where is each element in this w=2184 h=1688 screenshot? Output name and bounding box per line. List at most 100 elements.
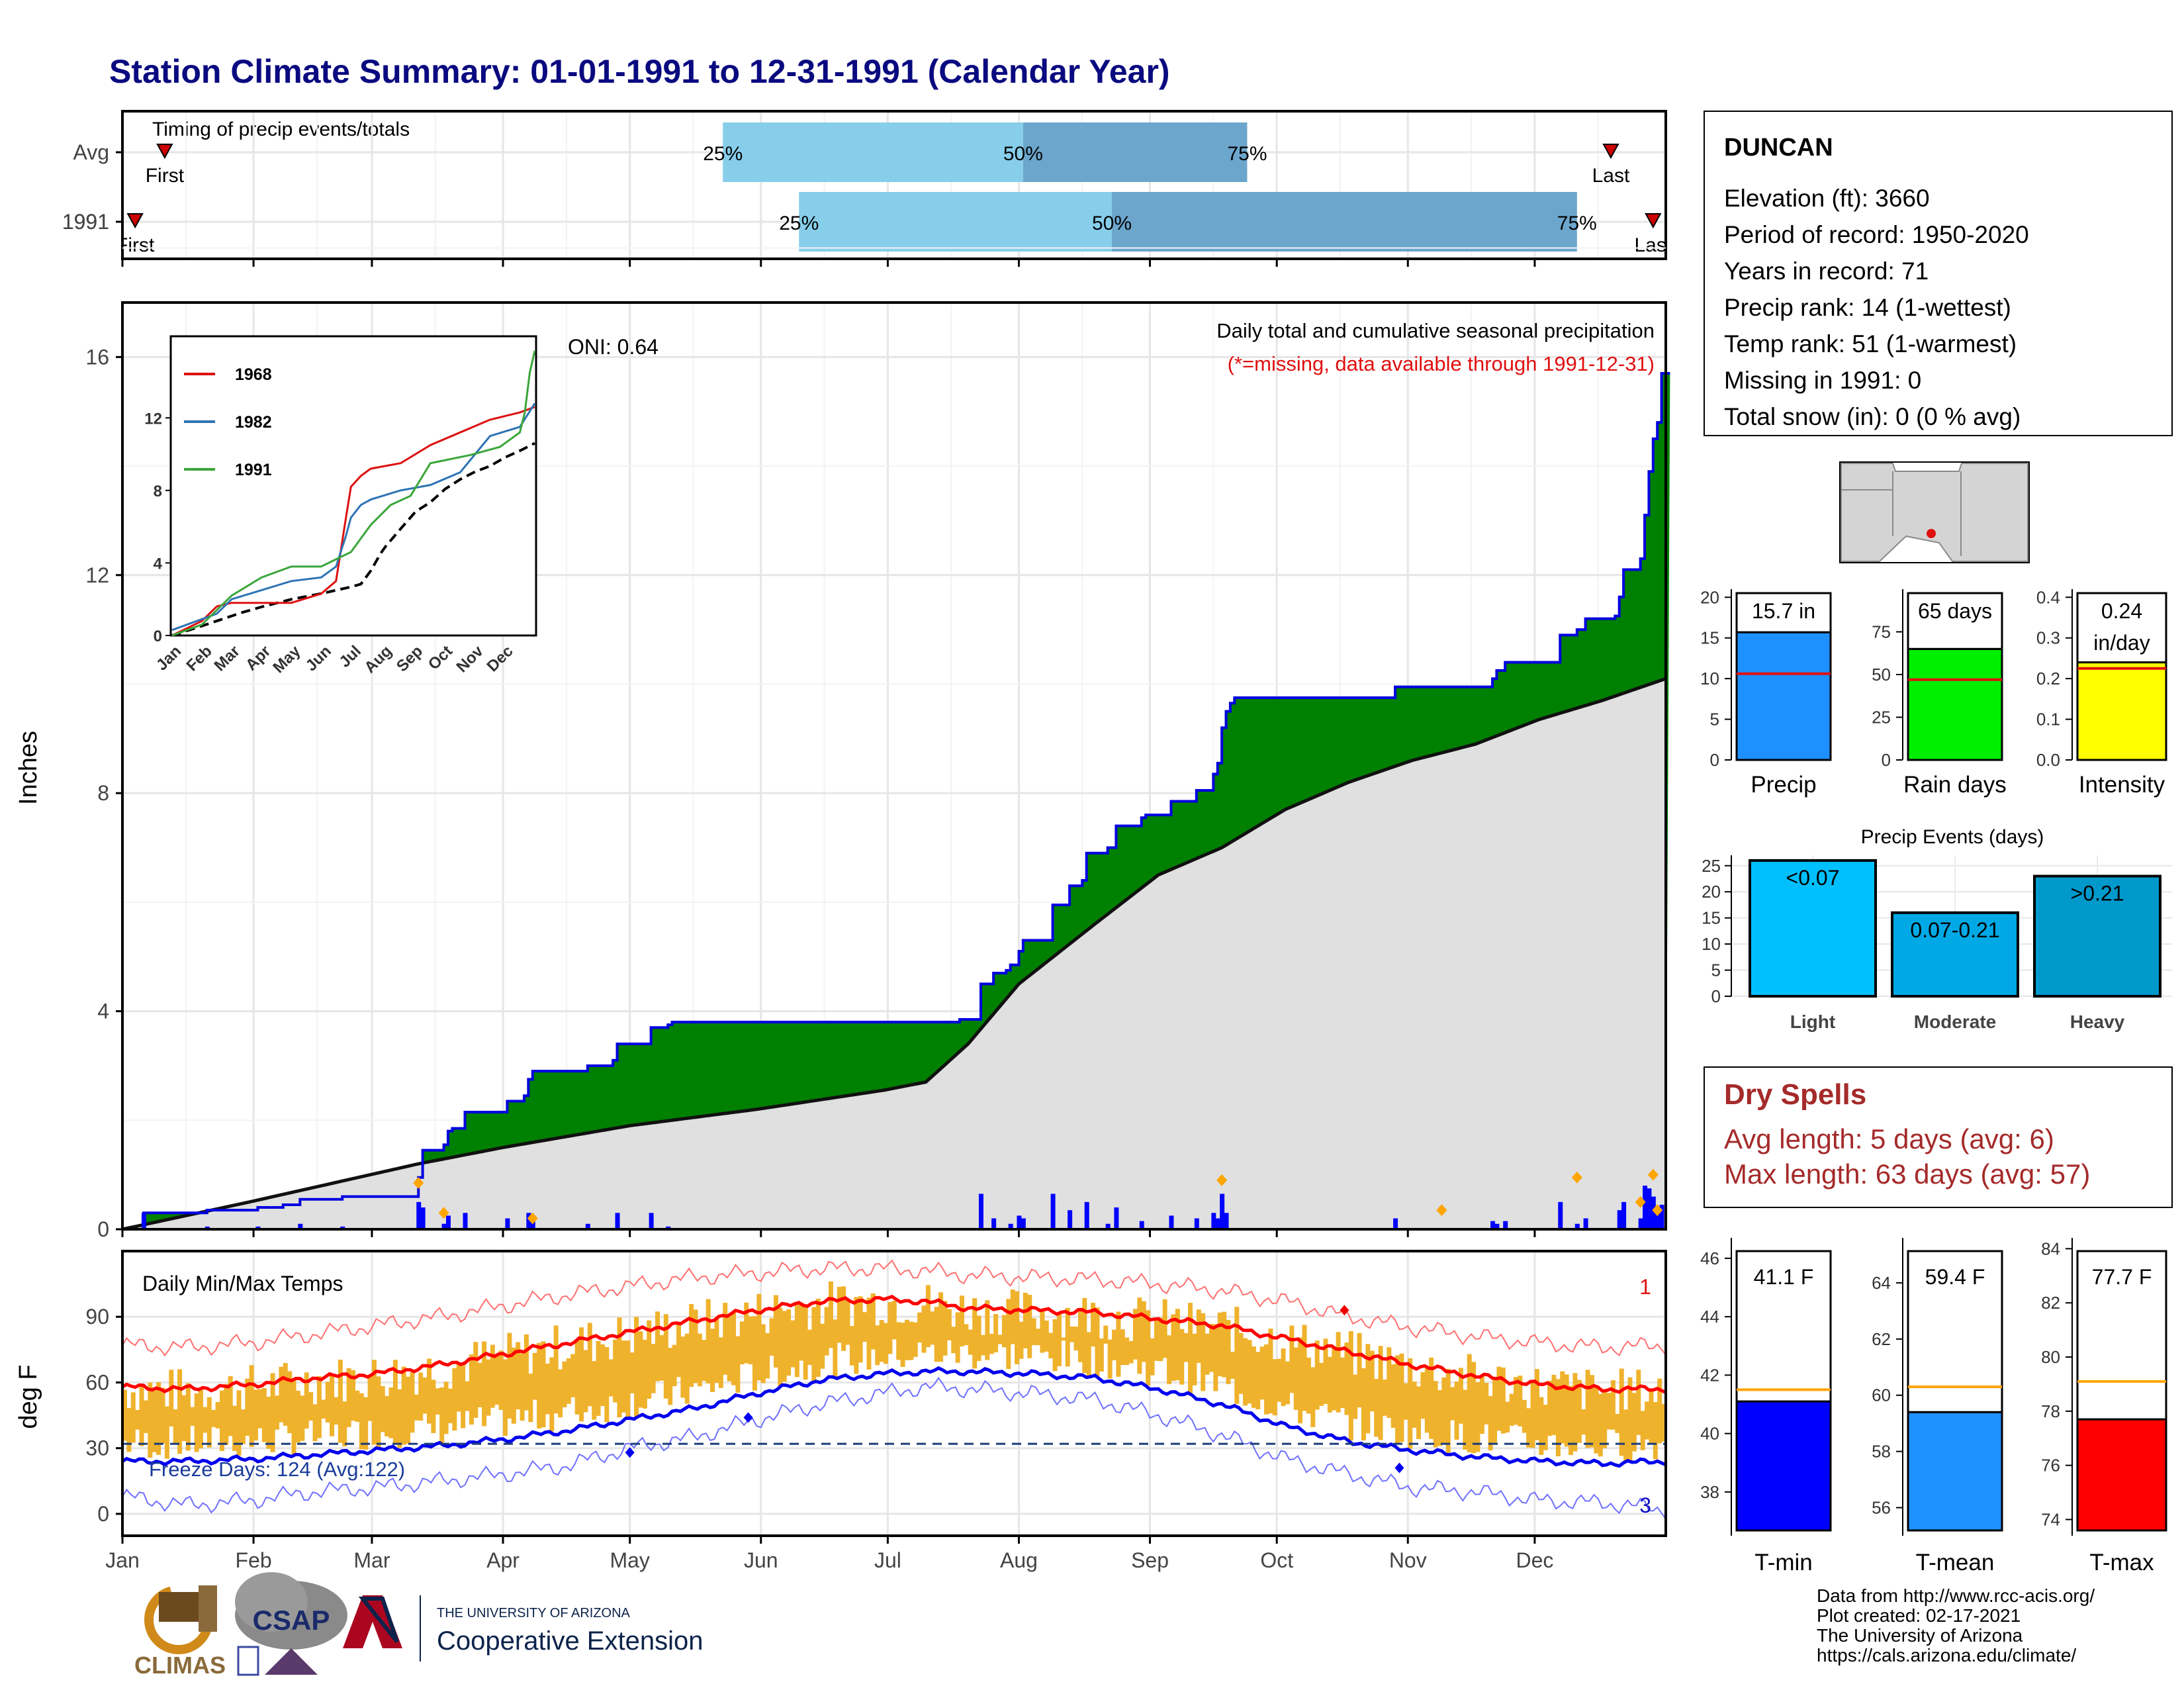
- events-bar: [2033, 874, 2161, 998]
- daily-precip-bar: [1393, 1218, 1398, 1229]
- climas-logo-bar: [199, 1585, 217, 1632]
- station-info-line: Years in record: 71: [1724, 258, 1929, 285]
- daily-temp-range-bar: [549, 1357, 555, 1432]
- station-frame: [1704, 111, 2173, 436]
- summary-bar-charts: 15.7 in 0 5 10 15 20 Precip 65 days 0 25 50 75 Rain …: [1700, 587, 2171, 798]
- daily-precip-bar: [1021, 1218, 1026, 1229]
- daily-temp-range-bar: [744, 1302, 749, 1364]
- daily-temp-range-bar: [718, 1337, 723, 1388]
- daily-temp-range-bar: [270, 1373, 275, 1452]
- ua-small-text: THE UNIVERSITY OF ARIZONA: [437, 1606, 631, 1620]
- daily-temp-range-bar: [452, 1368, 457, 1431]
- daily-precip-bar: [1169, 1215, 1174, 1229]
- daily-temp-range-bar: [769, 1318, 774, 1356]
- summary-ytick-label: 0.1: [2036, 710, 2060, 729]
- daily-temp-range-bar: [693, 1309, 698, 1383]
- daily-temp-range-bar: [376, 1376, 381, 1448]
- daily-precip-bar: [1224, 1213, 1229, 1229]
- average-cumulative-line: [122, 677, 1666, 1231]
- daily-temp-range-bar: [414, 1394, 419, 1421]
- daily-temp-range-bar: [1208, 1323, 1214, 1372]
- precip-event-diamond: [438, 1207, 449, 1219]
- daily-temp-range-bar: [1424, 1367, 1430, 1433]
- timing-p25-label: 25%: [779, 212, 819, 234]
- daily-temp-range-bar: [1234, 1307, 1240, 1404]
- events-category-label: Moderate: [1914, 1011, 1996, 1032]
- daily-temp-range-bar: [858, 1296, 863, 1363]
- daily-temp-range-bar: [642, 1339, 647, 1409]
- daily-temp-range-bar: [1353, 1374, 1358, 1419]
- daily-temp-range-bar: [1091, 1303, 1096, 1347]
- daily-temp-range-bar: [456, 1362, 461, 1412]
- daily-temp-range-bar: [1044, 1320, 1049, 1352]
- daily-temp-range-bar: [473, 1342, 478, 1418]
- daily-temp-range-bar: [849, 1326, 854, 1366]
- daily-temp-range-bar: [1116, 1311, 1121, 1377]
- daily-temp-range-bar: [477, 1362, 482, 1407]
- daily-precip-bar: [1621, 1201, 1627, 1229]
- daily-temp-range-bar: [909, 1321, 914, 1360]
- inset-legend-label: 1991: [235, 461, 272, 479]
- daily-temp-range-bar: [152, 1390, 157, 1452]
- timing-bar-50-75: [1023, 122, 1248, 182]
- daily-temp-range-bar: [304, 1372, 309, 1429]
- daily-precip-bar: [1655, 1213, 1661, 1229]
- precip-event-diamond: [1436, 1204, 1447, 1217]
- daily-temp-range-bar: [338, 1360, 343, 1443]
- daily-temp-range-bar: [523, 1334, 529, 1411]
- daily-precip-bar: [1651, 1196, 1656, 1229]
- daily-temp-range-bar: [1513, 1377, 1518, 1425]
- daily-temp-range-bar: [283, 1363, 288, 1426]
- daily-temp-range-bar: [1141, 1301, 1146, 1362]
- daily-temp-range-bar: [261, 1388, 267, 1442]
- daily-temp-range-bar: [1310, 1367, 1316, 1427]
- daily-temp-range-bar: [1526, 1408, 1531, 1448]
- daily-temp-range-bar: [1518, 1376, 1523, 1427]
- daily-temp-range-bar: [275, 1395, 279, 1430]
- daily-temp-range-bar: [199, 1388, 203, 1449]
- daily-temp-range-bar: [1150, 1338, 1155, 1376]
- daily-temp-range-bar: [917, 1312, 923, 1343]
- daily-temp-range-bar: [1357, 1333, 1362, 1408]
- daily-temp-range-bar: [532, 1352, 537, 1400]
- daily-temp-range-bar: [545, 1363, 550, 1415]
- daily-temp-range-bar: [443, 1382, 449, 1434]
- daily-temp-range-bar: [790, 1320, 796, 1368]
- daily-temp-range-bar: [904, 1319, 909, 1360]
- daily-temp-range-bar: [143, 1400, 148, 1433]
- precip-ytick-label: 0: [97, 1217, 109, 1241]
- daily-temp-range-bar: [1454, 1382, 1459, 1440]
- daily-temp-range-bar: [655, 1311, 660, 1382]
- daily-precip-bar: [649, 1213, 654, 1229]
- daily-temp-range-bar: [930, 1311, 935, 1345]
- daily-temp-range-bar: [385, 1395, 390, 1436]
- daily-temp-range-bar: [1619, 1368, 1624, 1456]
- temps-ytick-label: 90: [85, 1305, 109, 1329]
- timing-bar-25-50: [799, 192, 1113, 252]
- daily-temp-range-bar: [1636, 1370, 1641, 1435]
- temp-ytick-label: 80: [2041, 1347, 2060, 1367]
- daily-temp-range-bar: [219, 1390, 224, 1451]
- temp-label-box: [1907, 1250, 2003, 1413]
- daily-temp-range-bar: [169, 1370, 174, 1427]
- daily-temp-range-bar: [325, 1382, 330, 1423]
- daily-temp-range-bar: [765, 1333, 770, 1379]
- daily-temp-range-bar: [985, 1300, 990, 1360]
- summary-ytick-label: 20: [1700, 587, 1719, 607]
- daily-precip-bar: [1647, 1188, 1652, 1229]
- temp-record-diamond: [1394, 1462, 1404, 1474]
- daily-temp-range-bar: [659, 1335, 664, 1381]
- daily-temp-range-bar: [494, 1356, 500, 1405]
- daily-temp-range-bar: [1416, 1386, 1422, 1439]
- daily-temp-range-bar: [946, 1309, 952, 1340]
- timing-p25-label: 25%: [703, 143, 743, 165]
- daily-temp-range-bar: [490, 1344, 495, 1408]
- daily-temp-range-bar: [1019, 1321, 1024, 1359]
- daily-temp-range-bar: [1048, 1333, 1054, 1358]
- daily-temp-range-bar: [206, 1397, 212, 1448]
- daily-temp-range-bar: [841, 1286, 846, 1351]
- station-info-line: Precip rank: 14 (1-wettest): [1724, 294, 2011, 321]
- daily-temp-range-bar: [1222, 1311, 1227, 1378]
- footer-credit-line: https://cals.arizona.edu/climate/: [1817, 1645, 2076, 1665]
